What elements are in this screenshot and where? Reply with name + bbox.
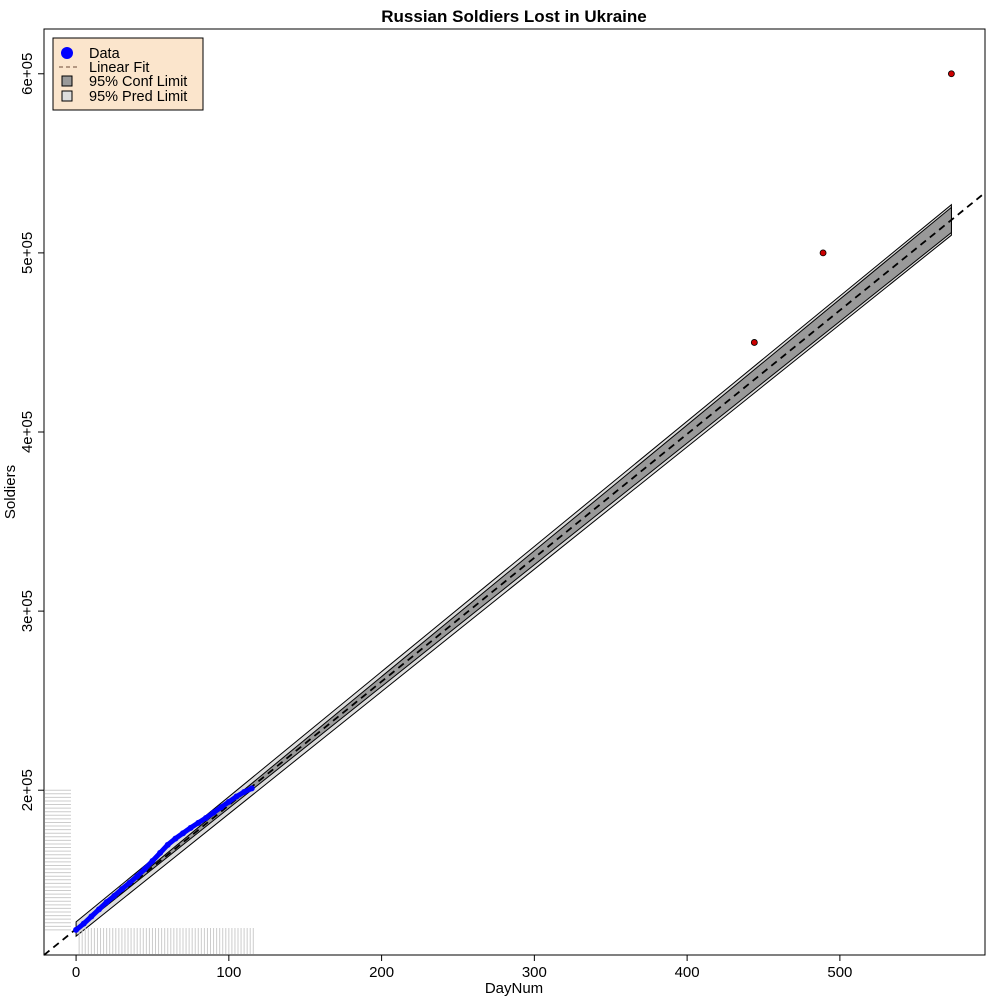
- bands-layer: [75, 203, 952, 938]
- data-point: [126, 879, 133, 886]
- data-point: [111, 892, 118, 899]
- x-tick-label: 0: [72, 964, 80, 981]
- x-tick-label: 500: [827, 964, 852, 981]
- fit-layer: [43, 192, 986, 956]
- legend-box: [52, 37, 204, 111]
- forecast-point: [819, 249, 827, 257]
- data-point: [88, 913, 95, 920]
- data-point: [95, 906, 102, 913]
- legend-label: Data: [89, 46, 121, 62]
- y-tick-label: 5e+05: [19, 232, 36, 274]
- legend-symbol-box: [61, 75, 73, 87]
- x-tick-label: 100: [216, 964, 241, 981]
- data-point: [180, 830, 187, 837]
- y-tick-label: 6e+05: [19, 53, 36, 95]
- legend-label: 95% Pred Limit: [89, 89, 187, 105]
- data-point: [248, 785, 255, 792]
- data-point: [134, 873, 141, 880]
- legend-label: Linear Fit: [89, 60, 149, 76]
- data-point: [195, 819, 202, 826]
- data-point: [187, 824, 194, 831]
- data-point: [80, 920, 87, 927]
- data-point: [218, 804, 225, 811]
- plot-frame: [43, 28, 986, 956]
- points-layer: [73, 70, 955, 933]
- y-tick-label: 3e+05: [19, 590, 36, 632]
- data-point: [141, 866, 148, 873]
- legend-symbol-box: [61, 90, 73, 102]
- data-point: [210, 809, 217, 816]
- y-axis: 2e+05 3e+05 4e+05 5e+05 6e+05: [19, 53, 44, 811]
- data-point: [103, 899, 110, 906]
- data-point: [149, 857, 156, 864]
- data-point: [233, 793, 240, 800]
- data-point: [202, 814, 209, 821]
- y-tick-label: 4e+05: [19, 411, 36, 453]
- legend-label: 95% Conf Limit: [89, 74, 187, 90]
- data-point: [118, 886, 125, 893]
- data-point: [157, 849, 164, 856]
- x-axis: 0 100 200 300 400 500: [72, 955, 852, 981]
- rug-layer: [45, 789, 254, 954]
- data-point: [241, 789, 248, 796]
- legend-symbol-point: [61, 47, 73, 59]
- x-tick-label: 300: [522, 964, 547, 981]
- forecast-point: [750, 339, 758, 346]
- forecast-point: [947, 70, 955, 78]
- x-axis-label: DayNum: [485, 980, 543, 997]
- linear-fit-line: [43, 192, 986, 956]
- data-point: [225, 798, 232, 805]
- x-tick-label: 400: [675, 964, 700, 981]
- y-axis-label: Soldiers: [2, 465, 19, 519]
- x-tick-label: 200: [369, 964, 394, 981]
- data-point: [73, 926, 80, 933]
- data-point: [164, 841, 171, 848]
- data-point: [172, 835, 179, 842]
- y-tick-label: 2e+05: [19, 769, 36, 811]
- chart-title: Russian Soldiers Lost in Ukraine: [381, 7, 646, 26]
